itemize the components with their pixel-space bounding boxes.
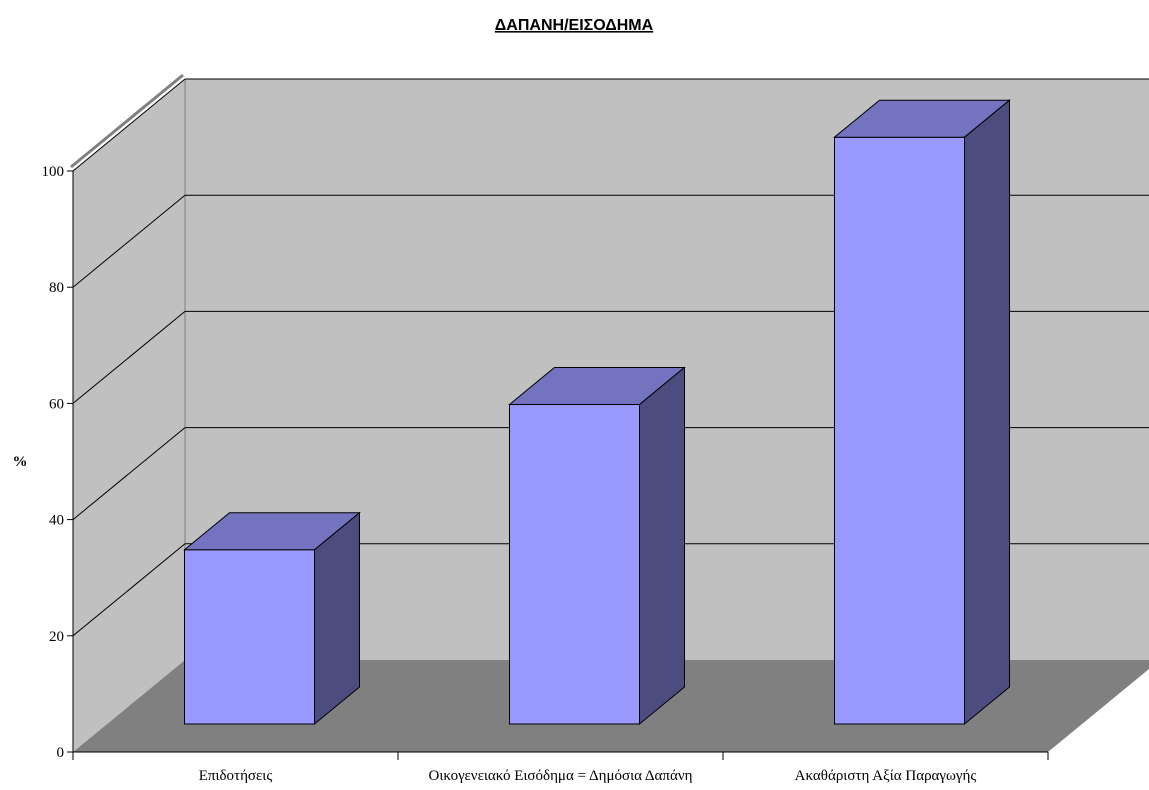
side-wall-rim [70, 73, 184, 169]
x-tick-label: Επιδοτήσεις [199, 768, 273, 784]
y-tick-label: 60 [49, 396, 64, 412]
chart-title: ΔΑΠΑΝΗ/ΕΙΣΟΔΗΜΑ [495, 17, 654, 34]
bar-front [509, 403, 640, 725]
bar-side [964, 99, 1010, 726]
gridline-side [72, 427, 186, 520]
gridline-side [72, 311, 186, 404]
y-axis-label: % [13, 454, 28, 470]
bar-side [639, 366, 685, 726]
bar-front [184, 549, 315, 725]
y-tick-label: 0 [57, 745, 65, 761]
y-tick-label: 80 [49, 280, 64, 296]
bar-front [834, 136, 965, 725]
x-tick-label: Ακαθάριστη Αξία Παραγωγής [795, 768, 977, 784]
bar-1 [183, 511, 361, 726]
x-tick-label: Οικογενειακό Εισόδημα = Δημόσια Δαπάνη [429, 768, 693, 784]
gridline-side [72, 543, 186, 637]
y-tick-label: 40 [49, 513, 64, 529]
bar-3 [833, 99, 1011, 726]
chart-bars [183, 99, 1011, 726]
chart-axes: 0 20 40 60 80 100 Επιδοτήσεις Οικογενειακό Εισό… [42, 164, 1049, 784]
y-tick-label: 20 [49, 629, 64, 645]
bar-side [314, 511, 360, 726]
gridline-side [72, 78, 186, 172]
bar-2 [508, 366, 686, 726]
gridline-side [72, 194, 186, 288]
y-tick-label: 100 [42, 164, 65, 180]
side-wall [73, 79, 185, 752]
